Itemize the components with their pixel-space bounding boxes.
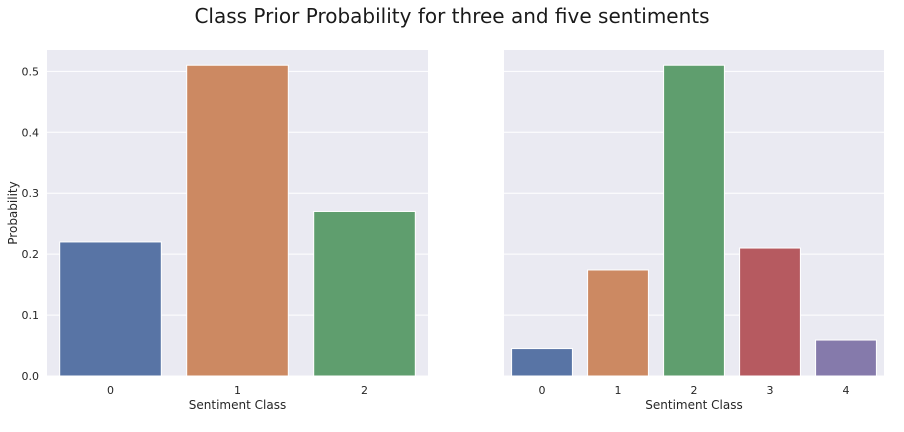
y-tick-label: 0.5 [22, 65, 40, 78]
figure-title: Class Prior Probability for three and fi… [194, 4, 710, 28]
right-subplot: 0 1 2 3 4 Sentiment Class [504, 50, 884, 412]
x-axis-label: Sentiment Class [645, 398, 742, 412]
bar-class-3 [739, 247, 801, 377]
x-tick-label: 1 [615, 384, 622, 397]
bar-class-2 [663, 64, 725, 377]
x-tick-label: 2 [361, 384, 368, 397]
bar-class-1 [587, 269, 649, 377]
bar-class-0 [59, 241, 162, 377]
y-tick-label: 0.1 [22, 309, 40, 322]
x-tick-label: 3 [767, 384, 774, 397]
bar-class-4 [815, 339, 877, 377]
x-tick-label: 1 [234, 384, 241, 397]
x-tick-label: 2 [691, 384, 698, 397]
left-subplot: 0.0 0.1 0.2 0.3 0.4 0.5 0 1 2 Sentiment Class Prob… [6, 50, 428, 412]
bar-class-2 [313, 210, 416, 377]
x-axis-label: Sentiment Class [189, 398, 286, 412]
y-tick-label: 0.2 [22, 248, 40, 261]
bar-class-1 [186, 64, 289, 377]
y-tick-label: 0.0 [22, 370, 40, 383]
x-tick-label: 0 [539, 384, 546, 397]
y-axis-label: Probability [6, 181, 20, 244]
x-tick-label: 4 [843, 384, 850, 397]
y-tick-label: 0.3 [22, 187, 40, 200]
y-tick-label: 0.4 [22, 126, 40, 139]
x-tick-label: 0 [107, 384, 114, 397]
bar-class-0 [511, 348, 573, 377]
